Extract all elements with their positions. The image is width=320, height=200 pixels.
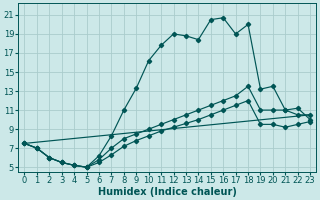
X-axis label: Humidex (Indice chaleur): Humidex (Indice chaleur) (98, 187, 237, 197)
